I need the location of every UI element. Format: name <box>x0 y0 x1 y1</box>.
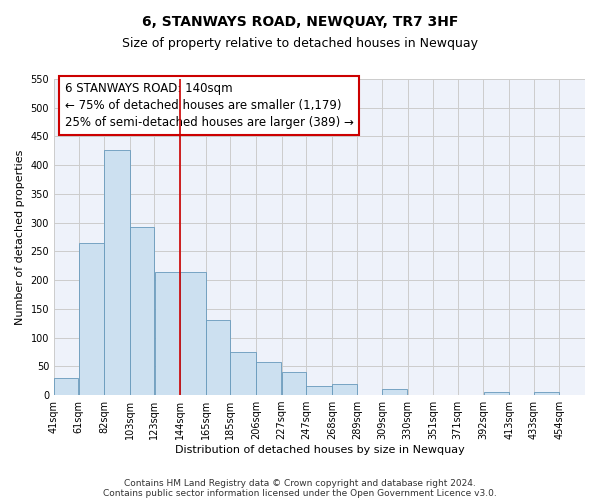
Bar <box>79 243 104 395</box>
X-axis label: Distribution of detached houses by size in Newquay: Distribution of detached houses by size … <box>175 445 464 455</box>
Bar <box>104 150 130 395</box>
Y-axis label: Number of detached properties: Number of detached properties <box>15 150 25 324</box>
Bar <box>382 390 407 395</box>
Text: Contains HM Land Registry data © Crown copyright and database right 2024.: Contains HM Land Registry data © Crown c… <box>124 478 476 488</box>
Bar <box>54 378 79 395</box>
Bar <box>230 352 256 395</box>
Bar <box>534 392 559 395</box>
Bar <box>180 272 206 395</box>
Bar <box>332 384 357 395</box>
Bar <box>130 228 154 395</box>
Bar <box>282 372 306 395</box>
Bar <box>256 362 281 395</box>
Text: 6, STANWAYS ROAD, NEWQUAY, TR7 3HF: 6, STANWAYS ROAD, NEWQUAY, TR7 3HF <box>142 15 458 29</box>
Bar <box>484 392 509 395</box>
Bar <box>155 272 180 395</box>
Text: 6 STANWAYS ROAD: 140sqm
← 75% of detached houses are smaller (1,179)
25% of semi: 6 STANWAYS ROAD: 140sqm ← 75% of detache… <box>65 82 353 129</box>
Text: Contains public sector information licensed under the Open Government Licence v3: Contains public sector information licen… <box>103 488 497 498</box>
Text: Size of property relative to detached houses in Newquay: Size of property relative to detached ho… <box>122 38 478 51</box>
Bar <box>206 320 230 395</box>
Bar <box>306 386 332 395</box>
